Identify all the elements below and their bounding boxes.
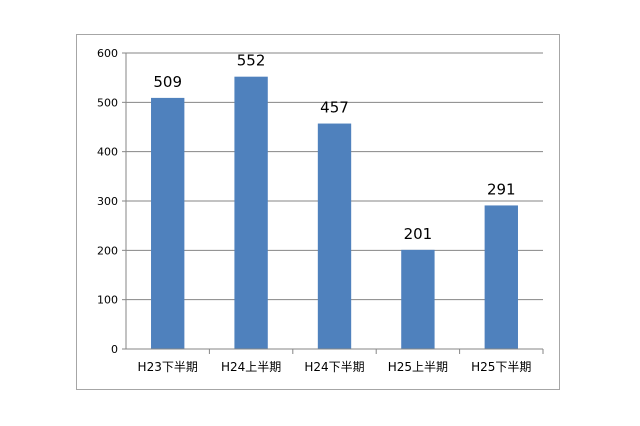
bar-3 [401, 249, 435, 349]
bar-chart: 0 100 200 300 400 500 600 509 H23下半期 552 H24上半期 457… [97, 47, 544, 374]
axes [122, 52, 544, 354]
data-label-4: 291 [487, 180, 516, 198]
bar-4 [484, 205, 518, 349]
y-tick-label: 300 [97, 195, 118, 208]
bar-2 [317, 123, 352, 350]
x-tick-label-2: H24下半期 [304, 360, 364, 374]
data-label-0: 509 [153, 73, 182, 91]
y-tick-label: 500 [97, 96, 118, 109]
y-tick-label: 0 [111, 343, 118, 356]
bar-1 [234, 76, 268, 350]
bars [151, 76, 518, 350]
y-tick-label: 600 [97, 47, 118, 60]
data-label-3: 201 [404, 225, 433, 243]
x-tick-label-1: H24上半期 [221, 360, 281, 374]
data-label-1: 552 [237, 52, 266, 70]
x-tick-label-0: H23下半期 [138, 360, 198, 374]
y-tick-label: 400 [97, 146, 118, 159]
data-label-2: 457 [320, 99, 349, 117]
x-tick-label-4: H25下半期 [471, 360, 531, 374]
chart-frame: 0 100 200 300 400 500 600 509 H23下半期 552 H24上半期 457… [76, 34, 560, 390]
x-tick-label-3: H25上半期 [388, 360, 448, 374]
y-tick-label: 200 [97, 244, 118, 257]
bar-0 [151, 97, 185, 349]
y-tick-label: 100 [97, 294, 118, 307]
labels: 0 100 200 300 400 500 600 509 H23下半期 552 H24上半期 457… [97, 47, 531, 374]
